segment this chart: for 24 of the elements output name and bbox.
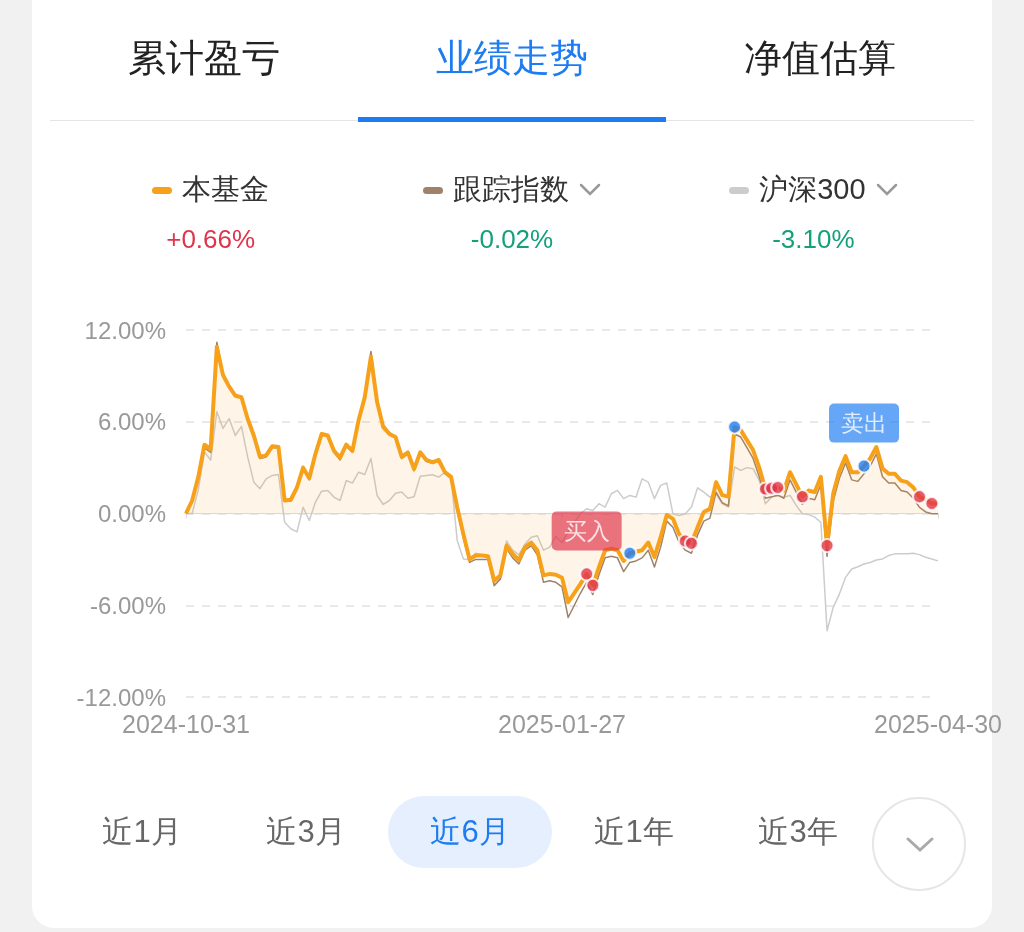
text: 近3月 — [265, 813, 347, 851]
y-tick-label: 12.00% — [84, 316, 166, 344]
y-tick-label: -6.00% — [89, 591, 166, 619]
text: 净值估算 — [743, 36, 897, 81]
text: 业绩走势 — [435, 36, 589, 81]
x-tick-label: 2025-01-27 — [498, 709, 626, 738]
y-tick-label: 6.00% — [97, 408, 166, 436]
x-tick-label: 2024-10-31 — [122, 709, 250, 738]
text: 近1月 — [101, 813, 183, 851]
text: -3.10% — [772, 224, 855, 255]
legend-label: 沪深300 — [759, 172, 866, 207]
text: 近6月 — [388, 796, 552, 868]
y-tick-label: 0.00% — [97, 500, 166, 527]
text: 近3年 — [757, 813, 839, 851]
text: 近1年 — [593, 813, 675, 851]
text: +0.66% — [166, 224, 256, 255]
legend-label: 跟踪指数 — [452, 172, 569, 207]
text: 累计盈亏 — [127, 36, 281, 81]
text: -0.02% — [470, 224, 554, 255]
y-tick-label: -12.00% — [76, 683, 166, 711]
legend-label: 本基金 — [182, 172, 270, 207]
x-tick-label: 2025-04-30 — [874, 709, 1002, 738]
data-label: 买入 — [563, 517, 610, 544]
data-label: 卖出 — [841, 410, 888, 437]
